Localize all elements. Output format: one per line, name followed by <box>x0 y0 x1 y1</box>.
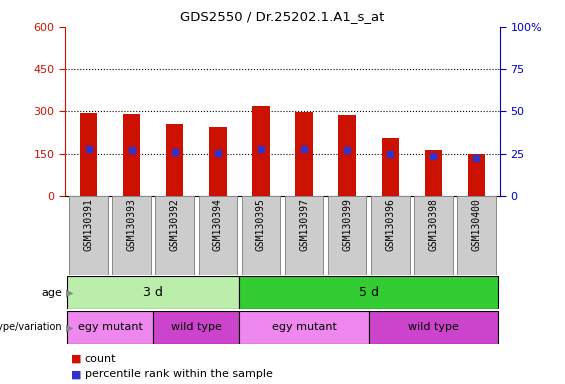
Bar <box>468 154 485 196</box>
Bar <box>381 138 399 196</box>
Text: ■: ■ <box>71 354 81 364</box>
Text: 3 d: 3 d <box>144 286 163 299</box>
Text: ▶: ▶ <box>66 288 73 298</box>
Text: age: age <box>41 288 62 298</box>
Bar <box>123 114 140 196</box>
Text: GSM130391: GSM130391 <box>84 198 94 251</box>
FancyBboxPatch shape <box>368 311 498 344</box>
Bar <box>80 113 97 196</box>
Bar <box>166 124 184 196</box>
FancyBboxPatch shape <box>457 196 496 275</box>
FancyBboxPatch shape <box>67 276 240 309</box>
FancyBboxPatch shape <box>328 196 367 275</box>
Text: GSM130395: GSM130395 <box>256 198 266 251</box>
Text: GSM130400: GSM130400 <box>471 198 481 251</box>
FancyBboxPatch shape <box>242 196 280 275</box>
Text: GSM130396: GSM130396 <box>385 198 395 251</box>
FancyBboxPatch shape <box>240 311 368 344</box>
Text: GSM130394: GSM130394 <box>213 198 223 251</box>
Text: genotype/variation: genotype/variation <box>0 322 62 333</box>
Bar <box>253 106 270 196</box>
Bar <box>295 112 312 196</box>
Text: GSM130397: GSM130397 <box>299 198 309 251</box>
Text: GSM130393: GSM130393 <box>127 198 137 251</box>
Text: count: count <box>85 354 116 364</box>
Text: wild type: wild type <box>171 322 222 333</box>
Text: 5 d: 5 d <box>359 286 379 299</box>
FancyBboxPatch shape <box>285 196 323 275</box>
Text: egy mutant: egy mutant <box>78 322 142 333</box>
FancyBboxPatch shape <box>240 276 498 309</box>
FancyBboxPatch shape <box>155 196 194 275</box>
Text: GSM130398: GSM130398 <box>428 198 438 251</box>
Bar <box>425 150 442 196</box>
Text: wild type: wild type <box>408 322 459 333</box>
FancyBboxPatch shape <box>198 196 237 275</box>
Text: egy mutant: egy mutant <box>272 322 337 333</box>
Text: ■: ■ <box>71 369 81 379</box>
FancyBboxPatch shape <box>112 196 151 275</box>
Text: GDS2550 / Dr.25202.1.A1_s_at: GDS2550 / Dr.25202.1.A1_s_at <box>180 10 385 23</box>
Bar <box>209 127 227 196</box>
FancyBboxPatch shape <box>67 311 153 344</box>
Bar <box>338 115 356 196</box>
Text: GSM130399: GSM130399 <box>342 198 352 251</box>
Text: GSM130392: GSM130392 <box>170 198 180 251</box>
FancyBboxPatch shape <box>371 196 410 275</box>
FancyBboxPatch shape <box>69 196 108 275</box>
FancyBboxPatch shape <box>414 196 453 275</box>
Text: percentile rank within the sample: percentile rank within the sample <box>85 369 273 379</box>
FancyBboxPatch shape <box>153 311 240 344</box>
Text: ▶: ▶ <box>66 322 73 333</box>
